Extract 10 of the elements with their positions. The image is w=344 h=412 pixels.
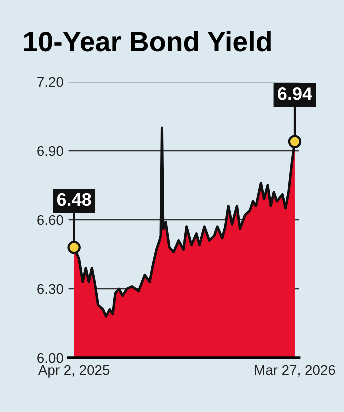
y-tick-label: 7.20 (38, 77, 64, 88)
y-tick-label: 6.90 (38, 146, 64, 156)
y-tick-label: 6.00 (38, 353, 64, 364)
annotation: 6.94 (278, 88, 312, 100)
chart-title: 10-Year Bond Yield (24, 31, 271, 52)
x-tick-label: Apr 2, 2025 (38, 365, 110, 378)
y-tick-label: 6.60 (38, 215, 64, 226)
y-tick-label: 6.30 (38, 284, 64, 294)
annotation: 6.48 (57, 193, 92, 206)
x-tick-label: Mar 27, 2026 (255, 365, 336, 377)
